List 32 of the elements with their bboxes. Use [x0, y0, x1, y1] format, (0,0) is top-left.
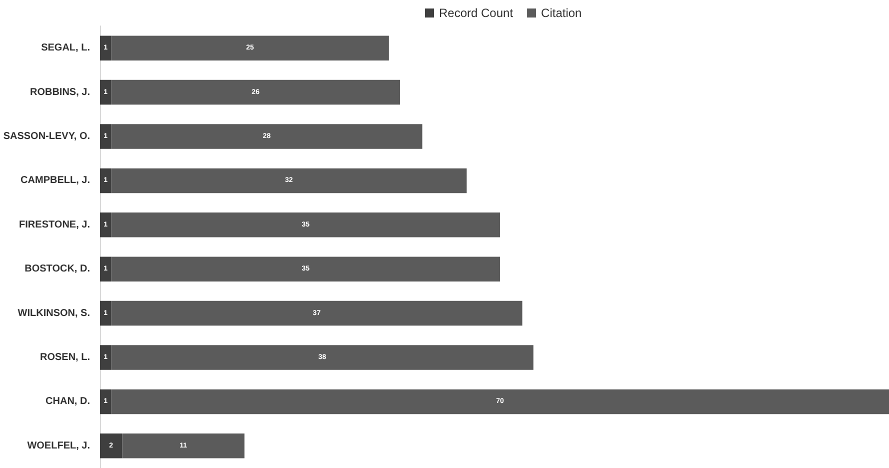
bar [100, 345, 112, 370]
y-tick-label: CAMPBELL, J. [20, 175, 90, 186]
y-tick-label: WILKINSON, S. [18, 308, 90, 319]
bar [111, 212, 500, 238]
bar [111, 36, 389, 60]
bar [100, 124, 112, 149]
bar [122, 434, 244, 458]
bar [111, 168, 467, 194]
legend-label: Citation [541, 6, 582, 20]
bar [111, 300, 522, 326]
bar [100, 80, 112, 105]
bar [100, 256, 112, 282]
bar [100, 168, 112, 194]
bar [111, 124, 422, 149]
y-tick-label: SASSON-LEVY, O. [3, 131, 90, 142]
bar [111, 389, 889, 414]
y-tick-label: FIRESTONE, J. [19, 219, 90, 230]
bar [100, 300, 112, 326]
y-tick-label: ROBBINS, J. [30, 86, 90, 98]
bar [100, 389, 112, 414]
bar [111, 345, 534, 370]
y-tick-label: CHAN, D. [46, 396, 90, 408]
bar [100, 434, 122, 458]
bar [100, 36, 112, 60]
legend-label: Record Count [439, 6, 514, 20]
y-tick-label: BOSTOCK, D. [24, 264, 90, 275]
y-tick-label: ROSEN, L. [40, 352, 90, 363]
bar [100, 212, 112, 238]
bar [111, 80, 400, 105]
y-tick-label: SEGAL, L. [41, 42, 90, 54]
bar [111, 256, 500, 282]
y-tick-label: WOELFEL, J. [27, 440, 90, 452]
